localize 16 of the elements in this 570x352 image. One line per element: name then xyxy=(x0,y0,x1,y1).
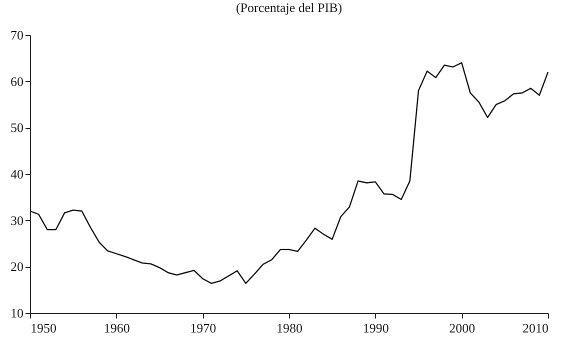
x-tick-label: 1990 xyxy=(362,320,389,336)
y-tick-label: 70 xyxy=(10,28,24,42)
x-tick-label: 1960 xyxy=(104,320,130,336)
chart-title: (Porcentaje del PIB) xyxy=(236,0,342,15)
y-tick-label: 50 xyxy=(10,120,24,136)
x-tick-label: 2010 xyxy=(522,320,548,336)
x-tick-label: 2000 xyxy=(449,320,476,336)
line-series xyxy=(29,62,549,284)
y-tick-label: 10 xyxy=(10,306,24,320)
y-tick-label: 20 xyxy=(10,259,24,274)
x-tick-label: 1970 xyxy=(190,320,216,336)
y-tick-label: 40 xyxy=(10,166,24,182)
y-tick-label: 30 xyxy=(10,212,24,228)
x-tick-label: 1950 xyxy=(30,320,56,336)
y-tick-label: 60 xyxy=(10,74,24,89)
x-tick-label: 1980 xyxy=(276,320,302,336)
